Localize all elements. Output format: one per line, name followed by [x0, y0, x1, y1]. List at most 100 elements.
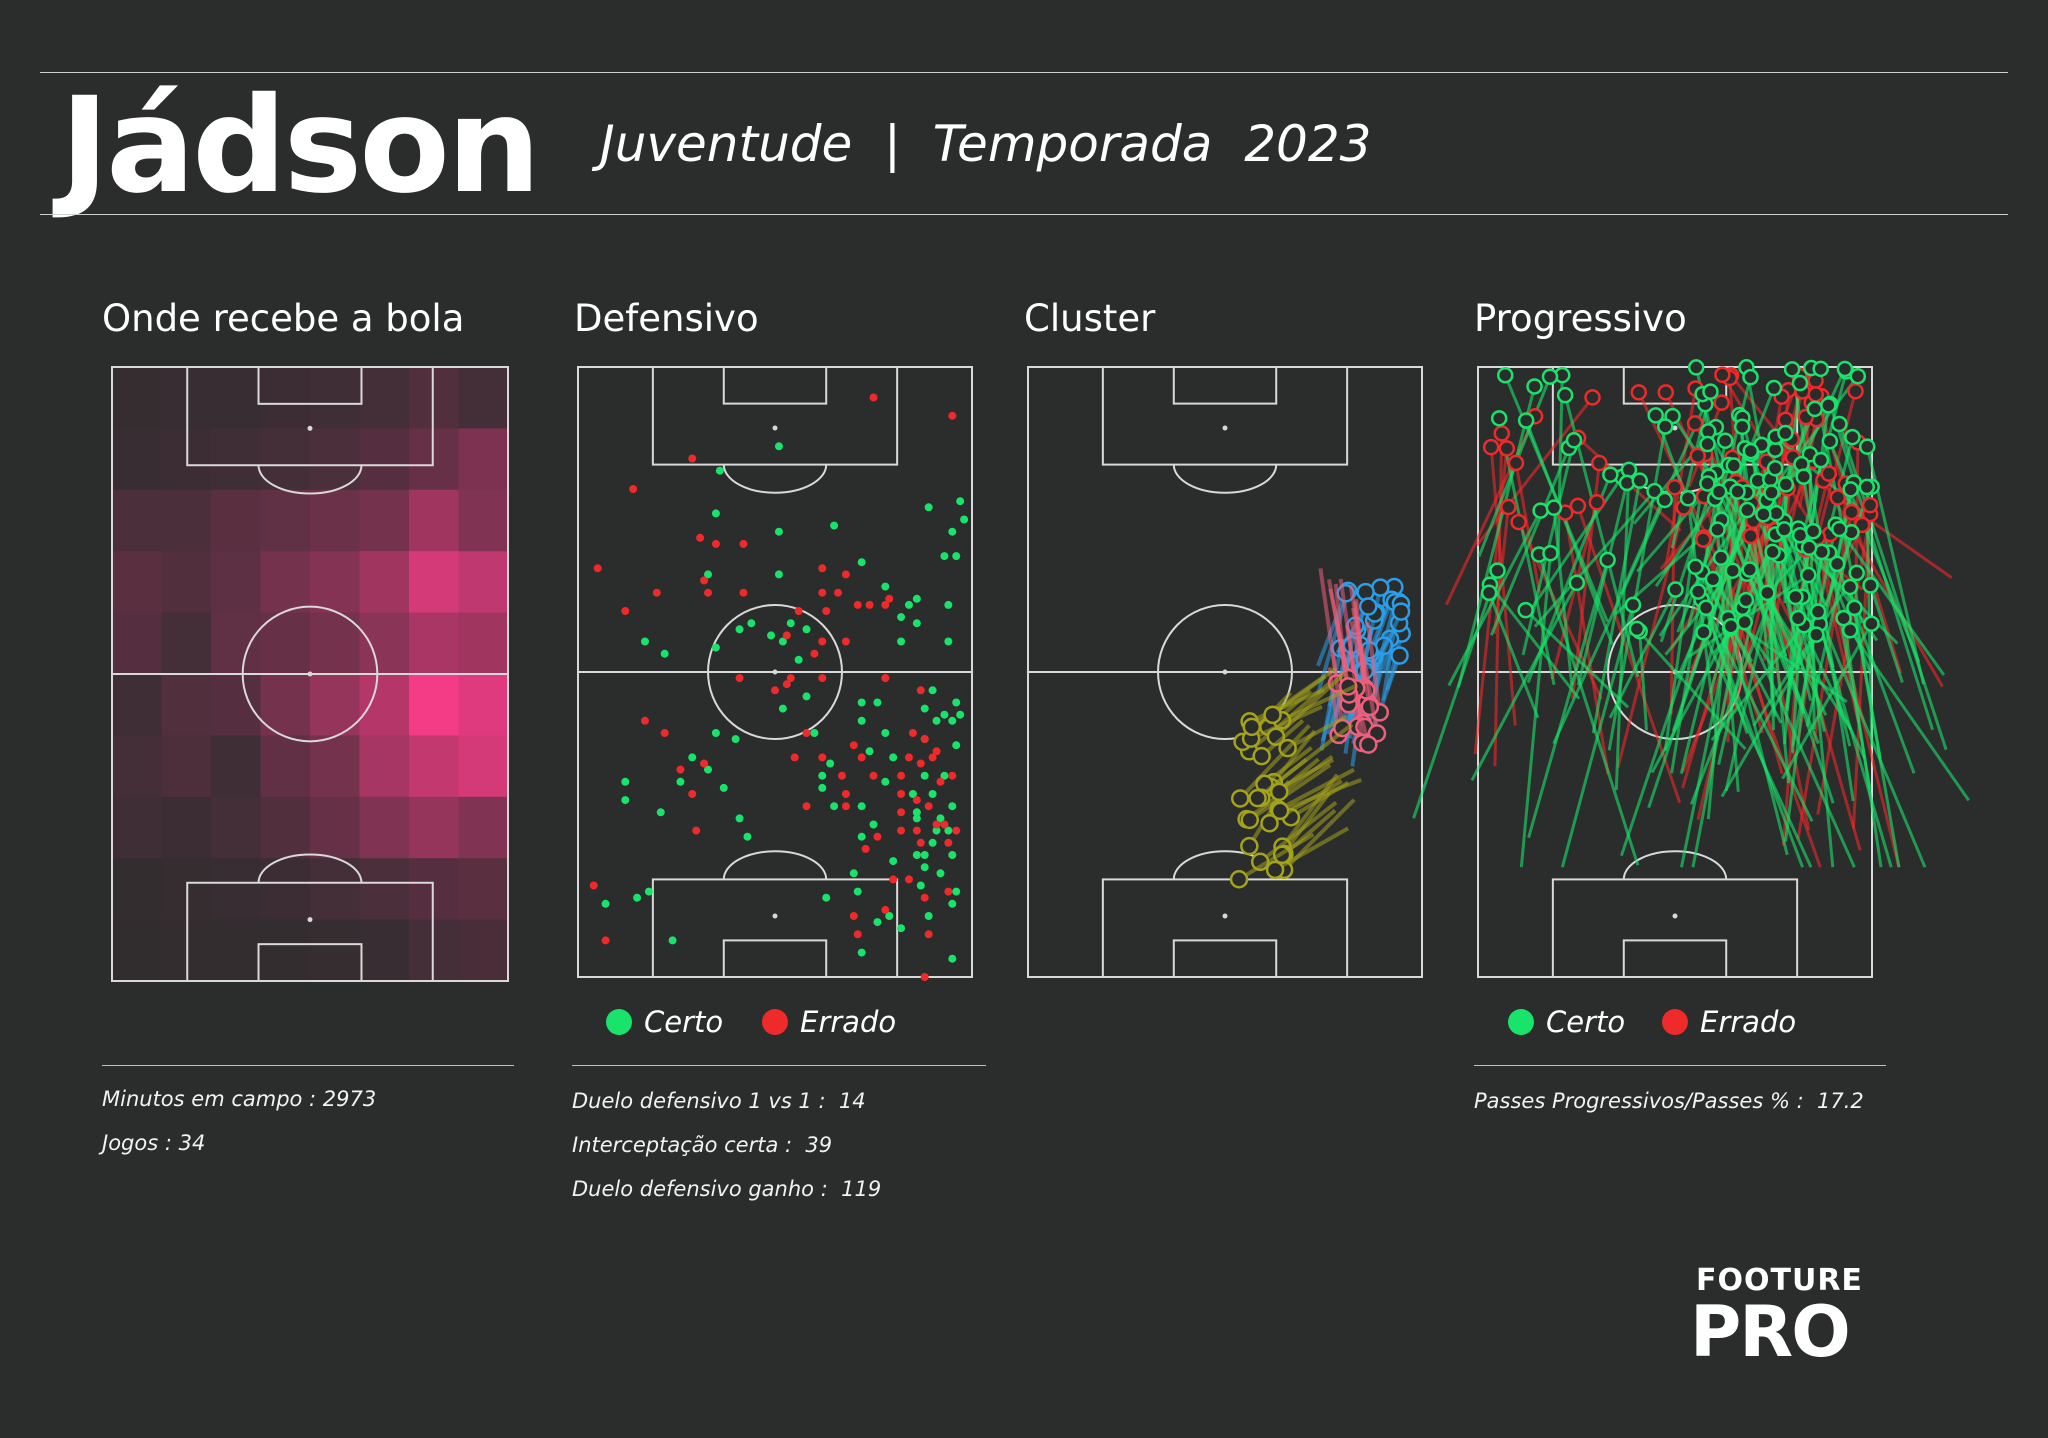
stat-duels-won: Duelo defensivo ganho : 119	[572, 1177, 882, 1201]
progressive-pass	[1822, 479, 1944, 688]
heatmap-cell	[310, 919, 360, 982]
defensive-point	[857, 698, 866, 707]
defensive-point	[885, 594, 894, 603]
pitch-lines	[577, 366, 973, 979]
defensive-point	[802, 802, 811, 811]
cluster-point	[1252, 746, 1271, 766]
defensive-point	[952, 552, 961, 561]
defensive-point	[802, 729, 811, 737]
legend-certo-label: Certo	[1546, 1005, 1626, 1039]
progressive-pass-origin	[1765, 379, 1783, 397]
progressive-pass-origin	[1697, 599, 1715, 617]
defensive-point	[936, 777, 945, 786]
defensive-point	[853, 930, 862, 939]
defensive-point	[802, 625, 811, 634]
progressive-pass-origin	[1858, 438, 1876, 455]
defensive-point	[692, 826, 701, 835]
legend-item-errado: Errado	[1662, 1005, 1796, 1039]
heatmap-cell	[359, 858, 410, 921]
progressive-pass	[1761, 514, 1791, 784]
progressive-pass-origin	[1588, 494, 1606, 511]
progressive-pass	[1635, 627, 1747, 750]
progressive-pass	[1838, 528, 1946, 676]
progressive-pass-origin	[1489, 562, 1506, 579]
progressive-pass	[1519, 553, 1552, 868]
progressive-pass-origin	[1482, 438, 1500, 456]
heatmap-cell	[458, 428, 509, 491]
defensive-point	[928, 838, 937, 847]
heatmap-cell	[260, 551, 311, 614]
progressive-pass-origin	[1808, 626, 1825, 643]
defensive-point	[904, 600, 913, 609]
cluster-point	[1390, 646, 1409, 665]
heatmap-cell	[211, 919, 261, 982]
progressive-pass-origin	[1722, 617, 1740, 635]
defensive-point	[837, 771, 846, 780]
legend-certo-dot	[1508, 1009, 1534, 1035]
top-penalty-spot	[1222, 425, 1228, 431]
progressive-pass-origin	[1737, 591, 1755, 609]
progressive-pass-origin	[1724, 562, 1741, 579]
heatmap-cell	[310, 367, 360, 429]
defensive-point	[960, 515, 969, 524]
stat-progressive-passes: Passes Progressivos/Passes % : 17.2	[1474, 1089, 1864, 1113]
heatmap-cell	[310, 489, 360, 552]
progressive-pass-origin	[1755, 506, 1772, 523]
defensive-point	[948, 411, 957, 420]
defensive-point	[696, 533, 705, 542]
defensive-point	[928, 790, 937, 798]
progressive-pass-origin	[1729, 483, 1746, 500]
cluster-pass	[1331, 654, 1345, 729]
cluster-pass	[1256, 757, 1308, 800]
defensive-point	[857, 802, 866, 811]
defensive-point	[826, 759, 835, 768]
progressive-pass-origin	[1812, 451, 1830, 469]
defensive-point	[818, 753, 827, 762]
defensive-point	[948, 851, 957, 859]
progressive-pass-origin	[1624, 596, 1642, 614]
top-penalty-spot	[307, 425, 313, 431]
defensive-point	[912, 851, 921, 859]
defensive-point	[656, 808, 665, 817]
progressive-pass	[1654, 498, 1717, 588]
defensive-point	[869, 393, 878, 402]
defensive-point	[841, 790, 850, 798]
cluster-pass	[1274, 672, 1346, 739]
progressive-pass-origin	[1787, 588, 1804, 606]
defensive-point	[952, 826, 961, 835]
defensive-point	[956, 710, 965, 719]
defensive-point	[853, 887, 862, 896]
defensive-point	[948, 899, 957, 908]
heatmap-cell	[409, 612, 459, 675]
bottom-penalty-spot	[1672, 913, 1678, 919]
heatmap-cell	[409, 858, 459, 921]
series-errado	[589, 393, 961, 981]
heatmap-cell	[161, 489, 212, 552]
heatmap-cell	[359, 735, 410, 798]
stat-games: Jogos : 34	[102, 1131, 206, 1155]
cluster-pass	[1238, 832, 1315, 881]
top-penalty-arc	[257, 465, 363, 495]
defensive-point	[857, 832, 866, 841]
defensive-point	[924, 503, 933, 512]
progressive-pass	[1563, 512, 1610, 775]
defensive-point	[593, 564, 602, 573]
heatmap-cell	[260, 489, 311, 552]
cluster-pass	[1327, 579, 1351, 687]
defensive-point	[822, 893, 831, 902]
progressive-pass	[1670, 391, 1712, 549]
defensive-point	[881, 600, 890, 609]
defensive-point	[869, 771, 878, 780]
progressive-pass	[1537, 554, 1640, 866]
defensive-point	[660, 649, 669, 658]
cluster-pass	[1371, 610, 1403, 677]
defensive-point	[897, 771, 906, 780]
progressive-pass-origin	[1835, 609, 1852, 627]
legend-errado-label: Errado	[800, 1005, 897, 1039]
heatmap-cell	[409, 735, 459, 798]
progressive-pass-origin	[1507, 454, 1525, 472]
defensive-point	[601, 899, 610, 908]
progressive-pass-origin	[1666, 479, 1683, 496]
defensive-point	[747, 619, 756, 628]
progressive-pass-origin	[1687, 359, 1705, 376]
